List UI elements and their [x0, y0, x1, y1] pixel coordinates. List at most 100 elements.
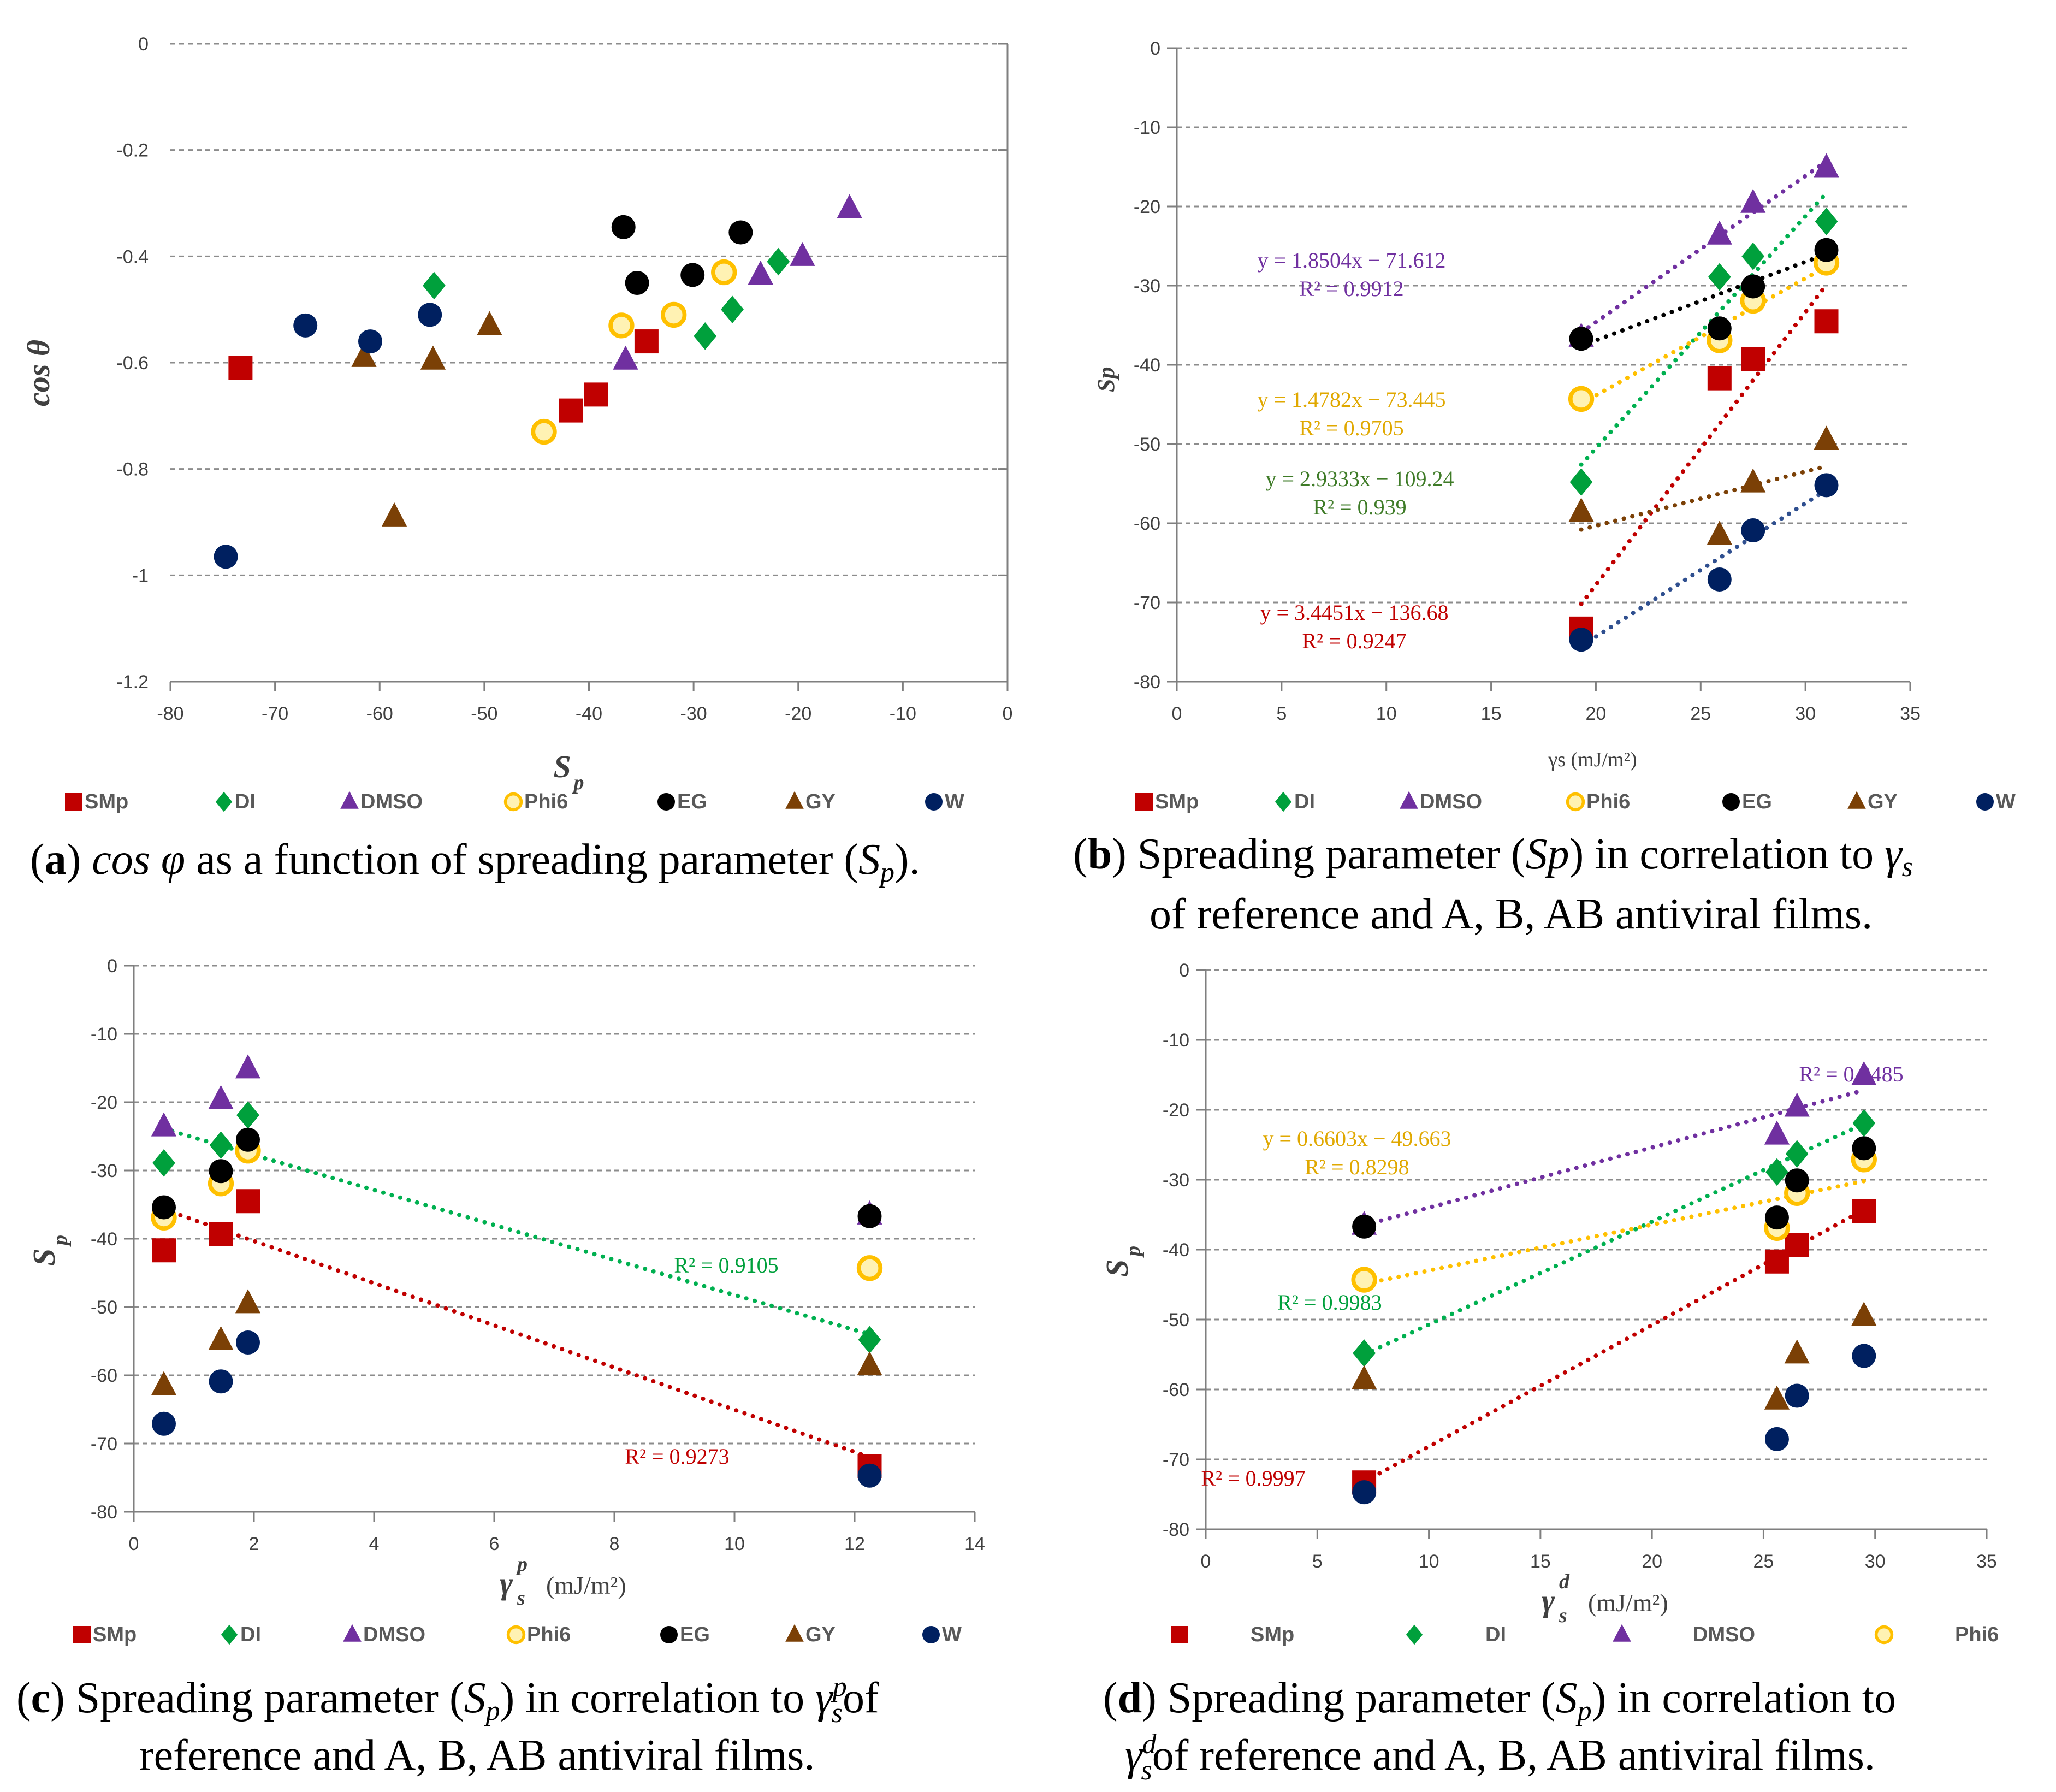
- legend-label: Phi6: [1586, 790, 1630, 813]
- point-DI: [1815, 208, 1838, 235]
- point-GY: [857, 1351, 882, 1376]
- y-tick-label: -80: [1134, 672, 1160, 693]
- point-DMSO: [1764, 1120, 1790, 1145]
- legend-marker-DMSO: [1613, 1624, 1631, 1642]
- x-tick-label: 5: [1312, 1551, 1323, 1572]
- point-SMp: [1707, 366, 1732, 391]
- legend-item-GY: GY: [1847, 790, 1898, 813]
- x-tick-label: -80: [157, 703, 183, 724]
- legend-item-Phi6: Phi6: [1874, 1623, 1999, 1646]
- annotation-SMp: y = 3.4451x − 136.68: [1260, 600, 1448, 625]
- y-tick-label: -70: [1134, 593, 1160, 613]
- annotation-DMSO: R² = 0.9912: [1299, 276, 1403, 301]
- legend-item-DMSO: DMSO: [343, 1623, 425, 1646]
- legend-item-DI: DI: [215, 790, 256, 813]
- trendline-SMp: [1579, 282, 1829, 606]
- x-tick-label: -60: [366, 703, 393, 724]
- y-tick-label: 0: [138, 34, 149, 55]
- svg-text:s: s: [1559, 1604, 1567, 1627]
- x-axis-title: γs (mJ/m²): [1548, 748, 1637, 771]
- legend-label: DMSO: [1420, 790, 1482, 813]
- annotation-DI: R² = 0.9983: [1277, 1290, 1382, 1315]
- svg-text:(mJ/m²): (mJ/m²): [546, 1571, 626, 1599]
- point-GY: [151, 1371, 177, 1395]
- y-tick-label: -50: [1163, 1310, 1189, 1330]
- svg-text:p: p: [516, 1553, 528, 1576]
- legend-label: GY: [1868, 790, 1898, 813]
- annotation-Phi6: R² = 0.8298: [1305, 1155, 1409, 1179]
- chart-panel-d: 0 -10 -20 -30 -40 -50 -60 -70 -80 0 5 10 15 20 25 30 35 γ…: [1099, 960, 1999, 1646]
- y-axis-title: S: [1099, 1259, 1135, 1277]
- legend-marker-DMSO: [1400, 791, 1418, 809]
- legend-label: DI: [235, 790, 256, 813]
- svg-text:p: p: [1122, 1246, 1145, 1258]
- point-GY: [351, 342, 377, 367]
- trendline-Phi6: [1362, 1179, 1867, 1286]
- point-DMSO: [1814, 153, 1839, 178]
- x-tick-label: -10: [890, 703, 916, 724]
- legend-label: EG: [680, 1623, 710, 1646]
- trendline-DMSO: [1362, 1088, 1867, 1228]
- legend-item-SMp: SMp: [73, 1623, 137, 1646]
- annotation-DMSO: y = 1.8504x − 71.612: [1257, 248, 1445, 273]
- trendline-GY: [1579, 464, 1829, 532]
- legend-marker-SMp: [1135, 793, 1153, 811]
- y-tick-label: -30: [91, 1161, 117, 1181]
- svg-text:s: s: [517, 1587, 525, 1610]
- y-tick-label: -30: [1134, 276, 1160, 297]
- legend-marker-SMp: [1171, 1626, 1188, 1643]
- point-DI: [721, 295, 744, 323]
- y-tick-label: -0.2: [116, 140, 149, 161]
- legend-label: EG: [677, 790, 707, 813]
- legend-item-DMSO: DMSO: [1400, 790, 1482, 813]
- point-W: [1569, 628, 1593, 652]
- point-SMp: [634, 329, 659, 354]
- point-DMSO: [790, 241, 815, 266]
- annotation-DI: R² = 0.9105: [674, 1253, 778, 1278]
- legend-marker-W: [1976, 793, 1994, 811]
- point-Phi6: [608, 312, 635, 339]
- legend-marker-Phi6: [503, 792, 523, 812]
- legend-label: GY: [805, 790, 836, 813]
- legend-label: DI: [1294, 790, 1315, 813]
- point-SMp: [1852, 1199, 1876, 1223]
- legend-item-EG: EG: [1722, 790, 1772, 813]
- point-Phi6: [711, 259, 737, 286]
- point-DMSO: [1851, 1061, 1877, 1085]
- point-GY: [1814, 425, 1839, 450]
- legend-label: Phi6: [1955, 1623, 1999, 1646]
- point-W: [358, 329, 383, 354]
- y-axis-title: S: [26, 1249, 62, 1266]
- legend-label: SMp: [1155, 790, 1199, 813]
- y-tick-label: 0: [1150, 38, 1160, 59]
- point-DMSO: [1740, 188, 1766, 213]
- point-SMp: [1785, 1233, 1809, 1257]
- x-tick-label: 30: [1865, 1551, 1886, 1572]
- y-tick-label: -10: [1163, 1030, 1189, 1051]
- x-tick-label: -70: [262, 703, 288, 724]
- point-SMp: [1814, 309, 1839, 334]
- caption-c: (c) Spreading parameter (Sp) in correlat…: [16, 1671, 879, 1779]
- legend-marker-DI: [221, 1624, 238, 1645]
- x-tick-label: 15: [1530, 1551, 1551, 1572]
- point-GY: [1740, 468, 1766, 493]
- point-Phi6: [1568, 386, 1595, 412]
- y-tick-label: -10: [91, 1024, 117, 1045]
- annotation-Phi6: R² = 0.9705: [1299, 416, 1403, 440]
- legend-marker-EG: [657, 793, 675, 811]
- point-DI: [767, 247, 790, 276]
- point-DMSO: [837, 194, 862, 218]
- point-DI: [1569, 468, 1593, 496]
- legend-label: SMp: [1251, 1623, 1294, 1646]
- point-W: [152, 1411, 176, 1436]
- trendline-W: [1579, 488, 1829, 648]
- point-GY: [1568, 498, 1594, 522]
- legend-marker-W: [925, 793, 943, 811]
- y-tick-label: -50: [1134, 434, 1160, 455]
- legend-marker-GY: [1847, 791, 1866, 809]
- chart-panel-c: 0-10-20-30-40-50-60-70-800 2 4 6 8 10 12 14γ sp(…: [26, 956, 985, 1646]
- x-tick-label: 5: [1276, 703, 1287, 724]
- annotation-Phi6: y = 0.6603x − 49.663: [1263, 1126, 1451, 1151]
- y-tick-label: -40: [1163, 1240, 1189, 1261]
- svg-text:(b) Spreading parameter (Sp) i: (b) Spreading parameter (Sp) in correlat…: [1073, 830, 1913, 883]
